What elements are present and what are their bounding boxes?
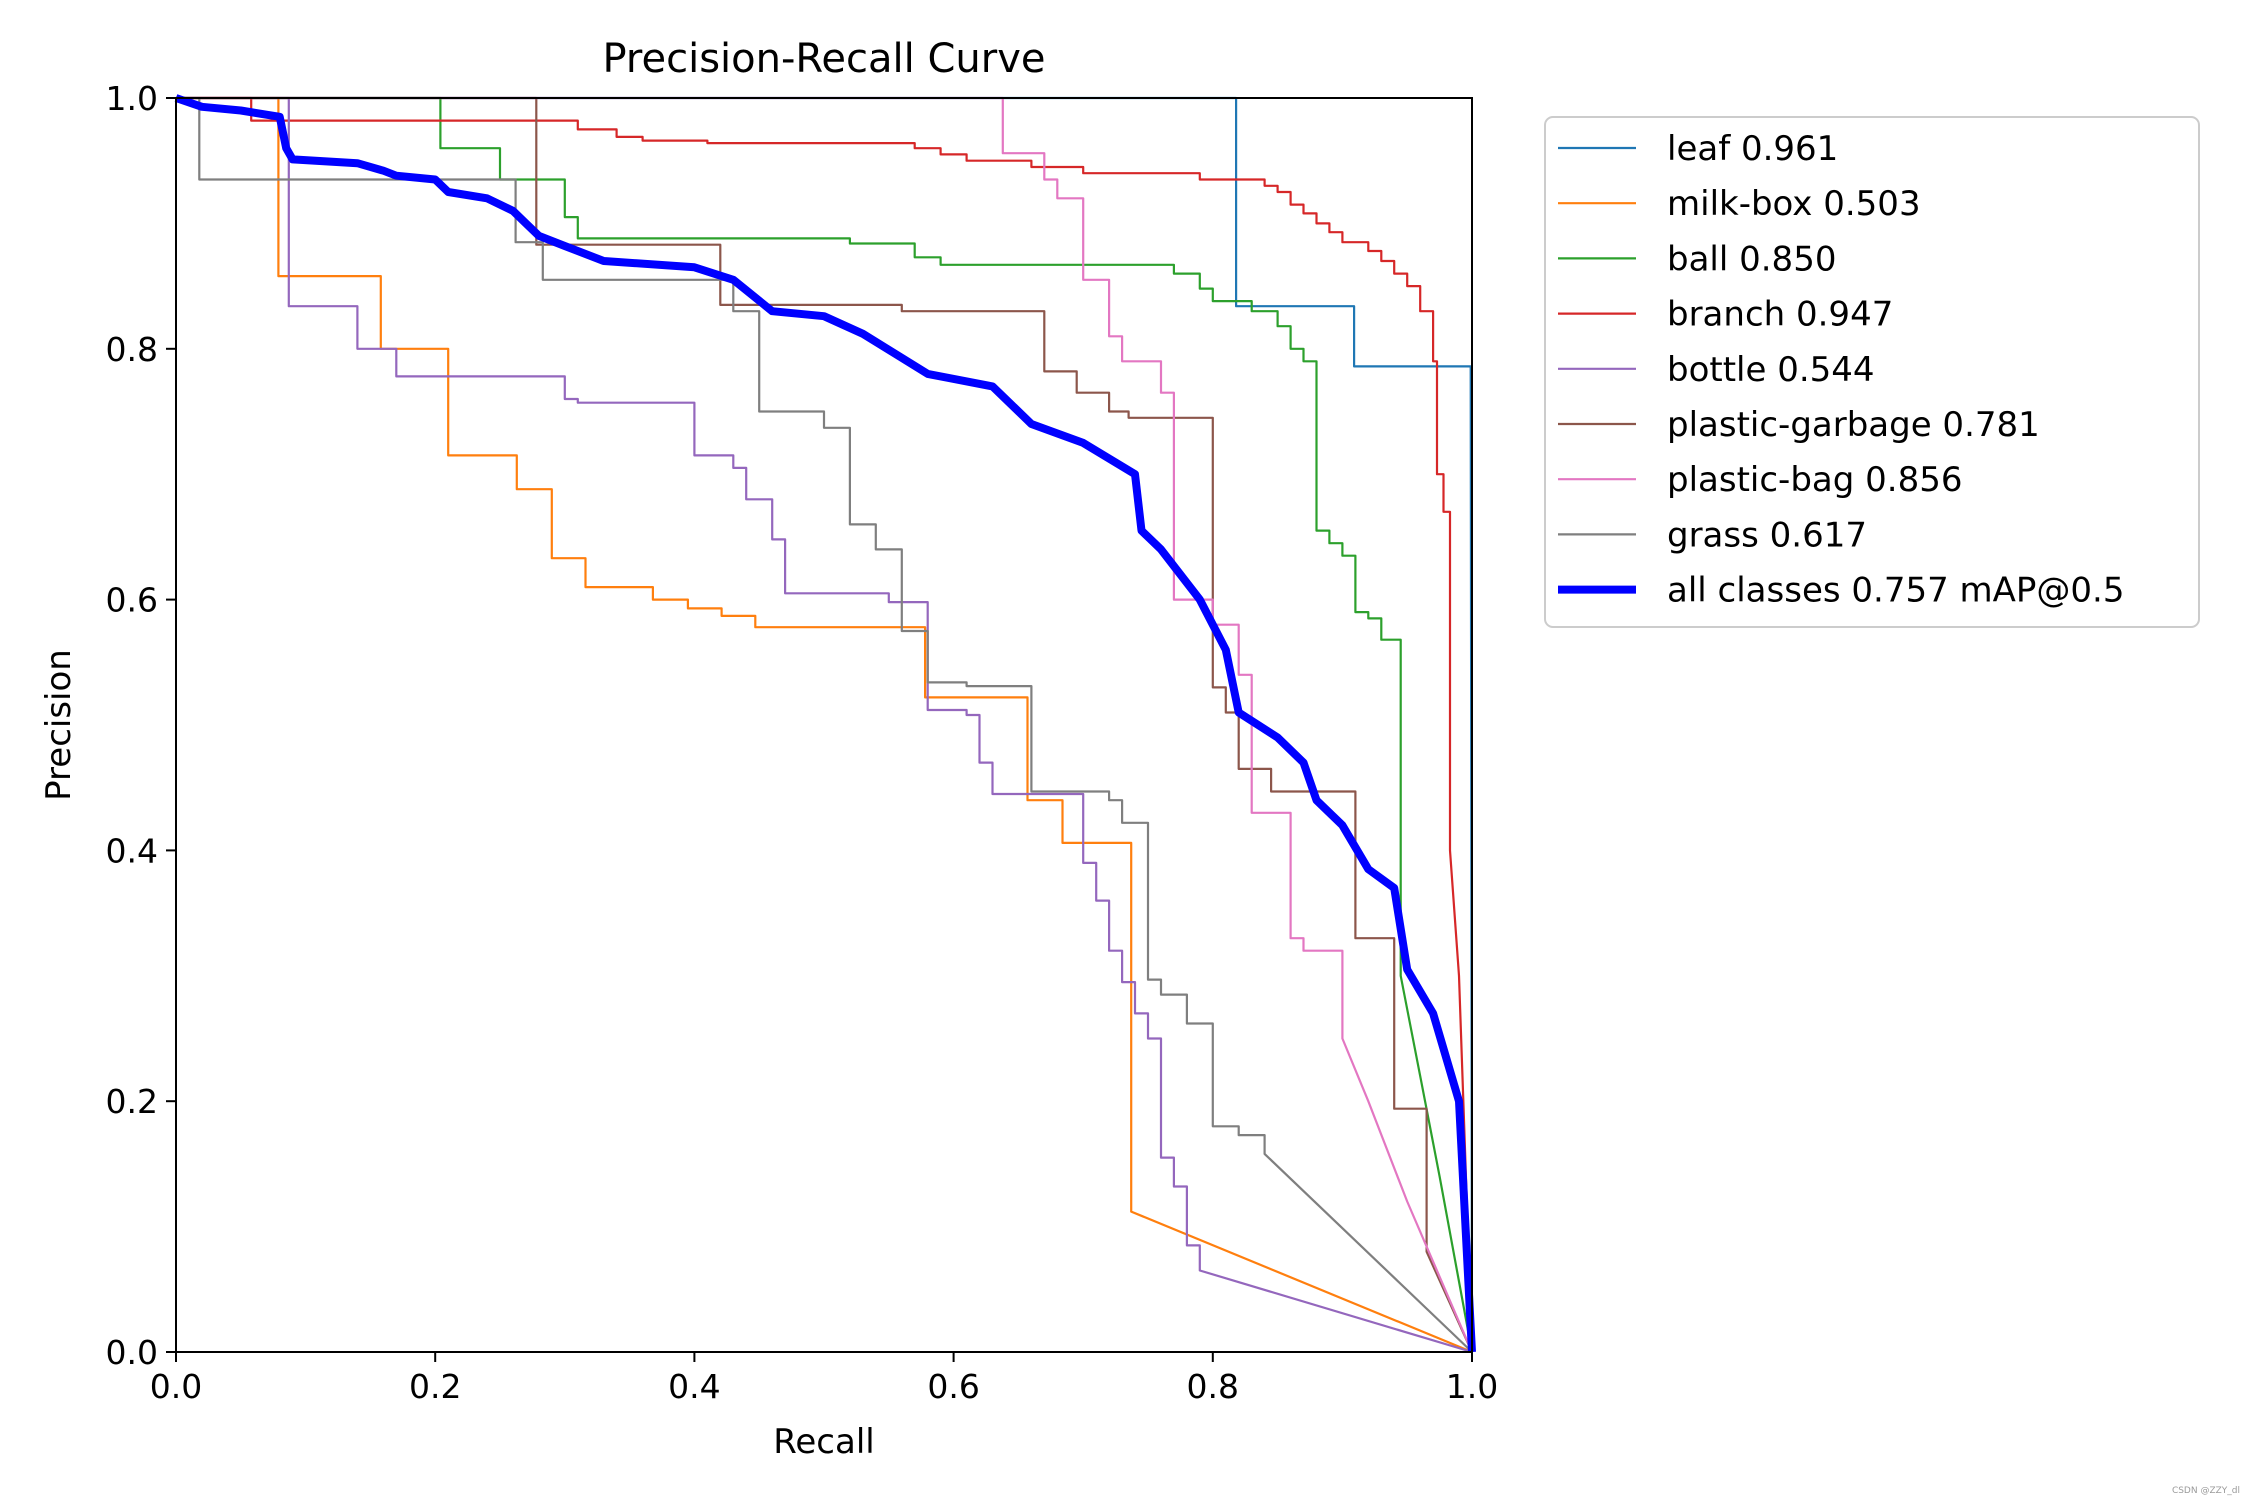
legend-label-branch: branch 0.947 <box>1667 295 1893 335</box>
x-tick-label: 1.0 <box>1446 1367 1498 1406</box>
legend-label-all-classes: all classes 0.757 mAP@0.5 <box>1667 571 2124 611</box>
series-line-all-classes <box>174 94 1476 1353</box>
legend-label-plastic-bag: plastic-bag 0.856 <box>1667 460 1962 500</box>
x-axis-label: Recall <box>773 1422 874 1462</box>
y-axis: 0.0 0.2 0.4 0.6 0.8 1.0 <box>106 79 176 1372</box>
y-tick-label: 0.6 <box>106 581 158 620</box>
plot-frame <box>175 97 1473 1353</box>
y-tick-label: 0.0 <box>106 1333 158 1372</box>
x-axis: 0.0 0.2 0.4 0.6 0.8 1.0 <box>150 1352 1498 1406</box>
x-tick-label: 0.0 <box>150 1367 202 1406</box>
y-tick-label: 0.2 <box>106 1082 158 1121</box>
y-tick-label: 1.0 <box>106 79 158 118</box>
series-line-plastic-garbage <box>176 96 1474 1353</box>
legend-label-milk-box: milk-box 0.503 <box>1667 184 1921 224</box>
y-axis-label: Precision <box>39 649 79 801</box>
x-tick-label: 0.8 <box>1187 1367 1239 1406</box>
legend-box <box>1544 116 2200 628</box>
y-tick-label: 0.8 <box>106 330 158 369</box>
x-tick-label: 0.2 <box>409 1367 461 1406</box>
series-line-leaf <box>176 96 1474 1353</box>
x-tick-label: 0.6 <box>927 1367 979 1406</box>
legend-label-plastic-garbage: plastic-garbage 0.781 <box>1667 405 2040 445</box>
x-tick-label: 0.4 <box>668 1367 720 1406</box>
legend: leaf 0.961 milk-box 0.503 ball 0.850 branch… <box>1544 116 2200 628</box>
series-line-milk-box <box>176 96 1473 1354</box>
legend-label-leaf: leaf 0.961 <box>1667 129 1838 169</box>
watermark: CSDN @ZZY_dl <box>2171 1486 2240 1496</box>
series-line-bottle <box>176 96 1473 1354</box>
series-line-branch <box>176 96 1474 1353</box>
series-layer <box>174 94 1476 1354</box>
y-tick-label: 0.4 <box>106 831 158 870</box>
series-line-plastic-bag <box>176 96 1474 1353</box>
legend-label-grass: grass 0.617 <box>1667 515 1867 555</box>
series-line-ball <box>176 96 1474 1353</box>
series-line-grass <box>176 96 1473 1353</box>
legend-label-bottle: bottle 0.544 <box>1667 350 1875 390</box>
chart-title: Precision-Recall Curve <box>603 36 1046 82</box>
legend-label-ball: ball 0.850 <box>1667 239 1836 279</box>
